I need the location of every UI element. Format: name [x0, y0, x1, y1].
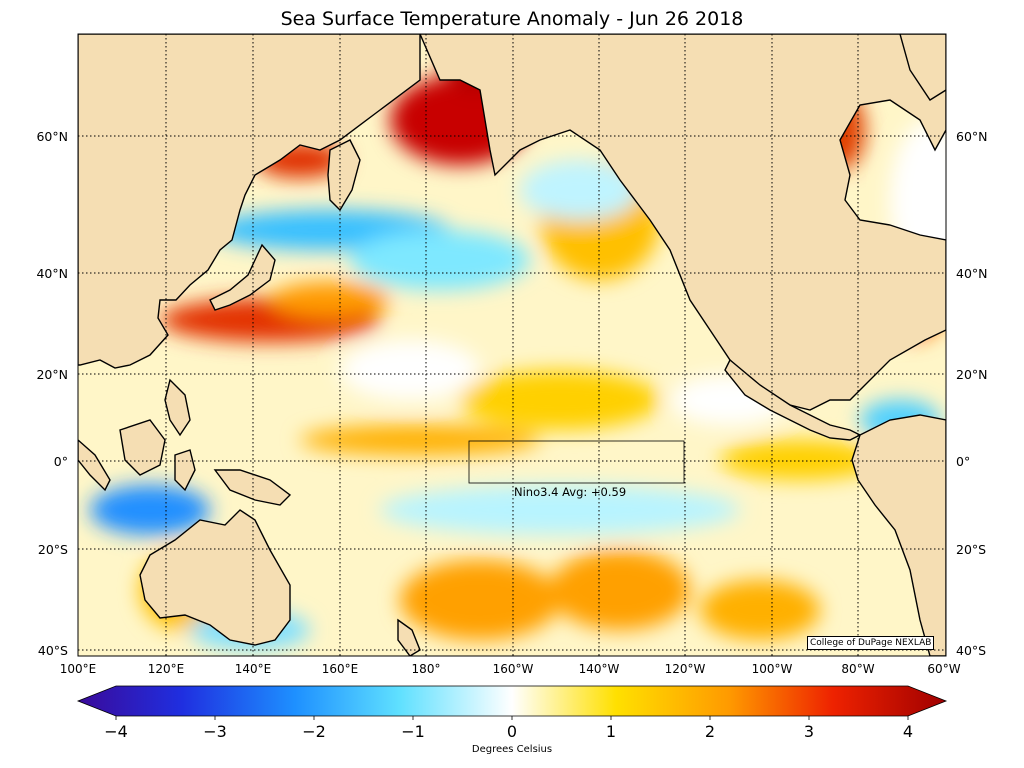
colorbar-tick-4: 4	[902, 722, 914, 741]
lon-label-120w: 120°W	[664, 662, 706, 676]
land-south-america	[851, 414, 946, 656]
lat-label-40s-right: 40°S	[956, 643, 987, 658]
map-title: Sea Surface Temperature Anomaly - Jun 26…	[280, 8, 744, 30]
land-japan	[209, 243, 276, 311]
colorbar-tick-2: 2	[704, 722, 716, 741]
lat-label-20s-left: 20°S	[37, 542, 68, 557]
colorbar-tick-minus2: −2	[302, 722, 326, 741]
colorbar-tick-1: 1	[605, 722, 617, 741]
lat-label-20n-left: 20°N	[36, 367, 68, 382]
colorbar	[76, 685, 948, 717]
lon-label-100w: 100°W	[751, 662, 793, 676]
colorbar-tick-minus3: −3	[203, 722, 227, 741]
lat-label-20s-right: 20°S	[956, 542, 987, 557]
nino34-average-label: Nino3.4 Avg: +0.59	[514, 485, 627, 499]
land-greenland	[899, 34, 946, 101]
lat-label-20n-right: 20°N	[956, 367, 988, 382]
colorbar-tick-3: 3	[803, 722, 815, 741]
lat-label-0-left: 0°	[53, 454, 68, 469]
lat-label-40n-right: 40°N	[956, 266, 988, 281]
lon-label-80w: 80°W	[841, 662, 875, 676]
lon-label-180: 180°	[411, 662, 441, 676]
land-asia	[78, 34, 421, 369]
lon-label-160e: 160°E	[321, 662, 359, 676]
graticule	[78, 34, 946, 656]
lat-label-0-right: 0°	[956, 454, 971, 469]
lon-label-60w: 60°W	[927, 662, 961, 676]
colorbar-tick-minus1: −1	[401, 722, 425, 741]
lat-label-60n-left: 60°N	[36, 129, 68, 144]
lon-label-140e: 140°E	[234, 662, 272, 676]
lat-label-60n-right: 60°N	[956, 129, 988, 144]
lon-label-120e: 120°E	[147, 662, 185, 676]
lat-label-40s-left: 40°S	[37, 643, 68, 658]
colorbar-ticks	[115, 716, 909, 720]
colorbar-label: Degrees Celsius	[471, 744, 553, 755]
nino34-box	[468, 440, 685, 484]
colorbar-tick-minus4: −4	[104, 722, 128, 741]
lon-label-160w: 160°W	[492, 662, 534, 676]
land-north-america	[419, 34, 946, 411]
lon-label-140w: 140°W	[578, 662, 620, 676]
landmasses	[78, 34, 946, 656]
land-sulawesi	[174, 449, 196, 492]
credit-label: College of DuPage NEXLAB	[807, 636, 935, 650]
land-central-america	[724, 358, 862, 441]
lat-label-40n-left: 40°N	[36, 266, 68, 281]
colorbar-tick-0: 0	[506, 722, 518, 741]
land-kamchatka	[327, 139, 361, 212]
lon-label-100e: 100°E	[59, 662, 97, 676]
land-philippines	[164, 378, 191, 437]
map-frame	[77, 33, 947, 657]
land-new-zealand	[397, 618, 421, 656]
land-sumatra	[78, 439, 111, 492]
